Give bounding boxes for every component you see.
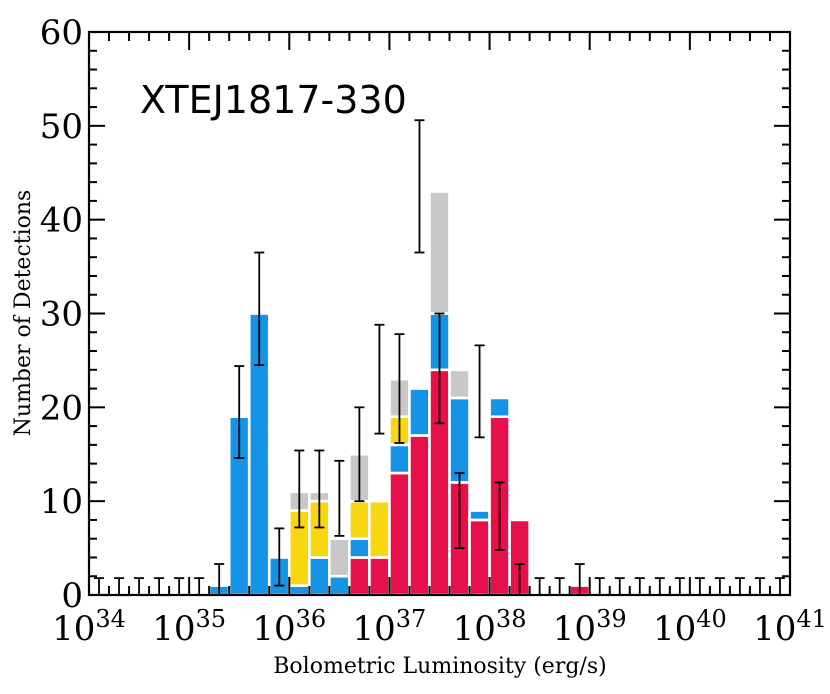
x-tick-label: 1035	[152, 605, 226, 649]
x-axis-label: Bolometric Luminosity (erg/s)	[273, 654, 606, 679]
x-tick-label: 1036	[252, 605, 326, 649]
bar-segment	[287, 584, 311, 597]
y-tick-labels: 0 10 20 30 40 50 60	[40, 13, 83, 616]
bar-segment	[368, 499, 391, 559]
y-tick-label: 0	[61, 576, 83, 616]
bar-segment	[328, 574, 351, 597]
y-tick-label: 20	[40, 388, 83, 428]
bar-segment	[408, 387, 431, 437]
bar-segment	[308, 556, 331, 597]
x-tick-label: 1034	[52, 605, 126, 649]
x-tick-labels: 1034 1035 1036 1037 1038 1039 1040 1041	[52, 605, 827, 649]
source-annotation: XTEJ1817-330	[140, 78, 407, 122]
y-tick-label: 50	[40, 107, 83, 147]
bar-segment	[468, 518, 491, 597]
bar-segment	[368, 556, 391, 597]
bar-segment	[348, 537, 371, 559]
y-tick-label: 10	[40, 482, 83, 522]
error-bars-layer	[94, 119, 785, 595]
bar-segment	[468, 509, 491, 522]
bar-segment	[448, 368, 471, 400]
x-tick-label: 1039	[553, 605, 627, 649]
bar-segment	[328, 537, 351, 578]
bar-segment	[428, 190, 451, 315]
bar-segment	[448, 396, 471, 484]
y-tick-label: 40	[40, 201, 83, 241]
y-tick-label: 30	[40, 295, 83, 335]
bar-segment	[388, 471, 411, 597]
x-tick-label: 1038	[453, 605, 527, 649]
ticks-layer	[88, 31, 791, 596]
bar-segment	[488, 396, 511, 419]
y-tick-label: 60	[40, 13, 83, 53]
bar-segment	[388, 443, 411, 475]
x-tick-label: 1041	[753, 605, 827, 649]
bar-segment	[348, 499, 371, 540]
x-tick-label: 1040	[653, 605, 727, 649]
bars-layer	[207, 190, 592, 597]
y-axis-label: Number of Detections	[11, 190, 36, 437]
x-tick-label: 1037	[353, 605, 427, 649]
bar-segment	[408, 434, 431, 597]
bar-segment	[348, 556, 371, 597]
